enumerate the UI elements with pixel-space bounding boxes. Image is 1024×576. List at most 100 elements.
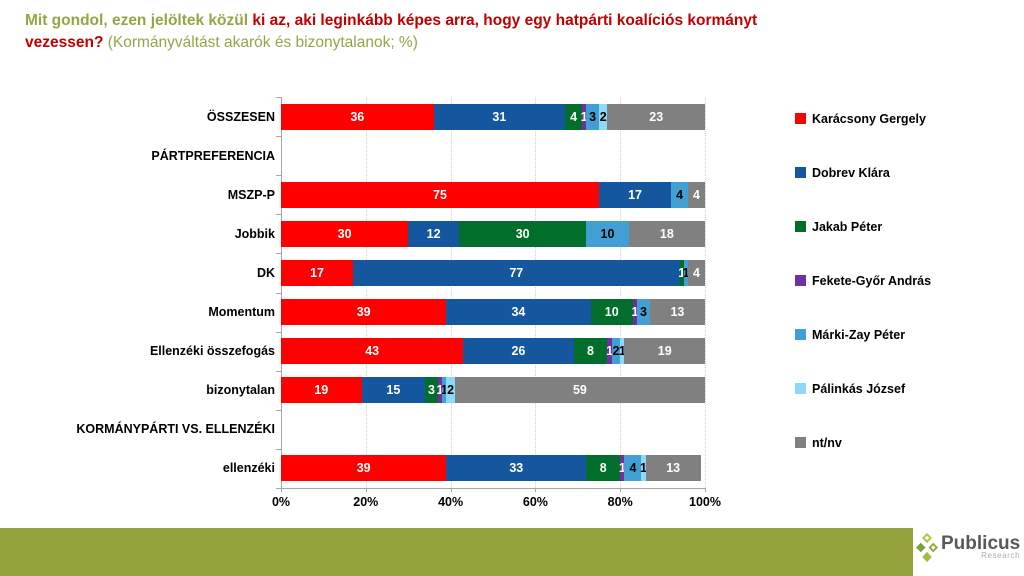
bar-segment: 8 [586,455,621,482]
bar-row: Ellenzéki összefogás 43 26 8 1 2 1 19 [8,332,705,371]
x-axis-tick [450,488,452,492]
value-label: 3 [589,109,597,124]
bar-segment: 19 [281,377,362,404]
legend: Karácsony Gergely Dobrev Klára Jakab Péter… [795,111,931,489]
bar-segment: 1 [682,259,689,286]
brand-name: Publicus [941,533,1021,554]
bar-row: bizonytalan 19 15 3 1 1 2 59 [8,371,705,410]
bar-segment: 10 [590,299,633,326]
x-tick-label: 60% [522,495,548,509]
legend-label: Karácsony Gergely [812,111,926,126]
plot-grid [276,97,706,492]
value-label: 1 [631,305,639,320]
legend-item: Karácsony Gergely [795,111,931,126]
legend-item: Pálinkás József [795,381,931,396]
bar-segment: 2 [611,338,621,365]
bar-segment: 26 [463,338,574,365]
brand-subtitle: Research [981,551,1021,560]
value-label: 8 [587,344,594,359]
legend-label: nt/nv [812,435,842,450]
category-axis-tick [276,331,282,333]
value-label: 19 [314,383,329,398]
bar-segment: 30 [459,220,587,247]
bar-track: 75 17 4 4 [281,181,705,208]
publicus-logo: Publicus Research [916,532,1020,563]
category-axis-tick [276,409,282,411]
value-label: 30 [515,226,530,241]
bar-track: 17 77 1 1 4 [281,259,705,286]
x-tick-label: 40% [438,495,464,509]
title-line2-red: vezessen? [25,34,104,51]
bar-segment: 3 [637,299,650,326]
value-label: 10 [604,305,619,320]
value-label: 13 [666,461,681,476]
legend-item: Dobrev Klára [795,165,931,180]
category-label: bizonytalan [206,383,275,398]
value-label: 23 [649,109,664,124]
bar-rows: ÖSSZESEN 36 31 4 1 3 2 23 PÁRTPREFERENCIA MSZP-P 7… [8,97,705,488]
value-label: 17 [628,187,642,202]
category-axis-tick [276,136,282,138]
bar-segment: 4 [565,103,583,130]
bar-segment: 4 [688,181,705,208]
value-label: 3 [428,383,435,398]
legend-label: Fekete-Győr András [812,273,932,288]
x-axis-tick [620,488,622,492]
bar-segment: 18 [628,220,705,247]
legend-swatch [795,383,806,394]
x-axis-tick [535,488,537,492]
bar-row: MSZP-P 75 17 4 4 [8,175,705,214]
x-tick-label: 20% [353,495,379,509]
bar-segment: 33 [446,455,587,482]
value-label: 4 [693,187,700,202]
bar-segment: 13 [645,455,701,482]
value-label: 1 [580,109,588,124]
bar-segment: 17 [281,259,354,286]
bar-segment: 1 [678,259,686,286]
gridline [705,97,706,488]
bar-segment: 36 [281,103,434,130]
bar-track: 39 33 8 1 4 1 13 [281,455,705,482]
legend-item: Fekete-Győr András [795,273,931,288]
category-axis-tick [276,253,282,255]
category-axis-tick [276,370,282,372]
title-line-1: Mit gondol, ezen jelöltek közül ki az, a… [25,10,990,32]
legend-swatch [795,113,806,124]
value-label: 75 [433,187,447,202]
bar-segment: 34 [446,299,591,326]
value-label: 1 [678,265,686,280]
bar-row: Momentum 39 34 10 1 3 13 [8,292,705,331]
bar-segment: 1 [580,103,588,130]
value-label: 59 [572,383,587,398]
bar-row: Jobbik 30 12 30 10 18 [8,214,705,253]
bar-track: 30 12 30 10 18 [281,220,705,247]
value-label: 10 [600,226,615,241]
bar-segment: 4 [624,455,642,482]
stacked-bar-chart: ÖSSZESEN 36 31 4 1 3 2 23 PÁRTPREFERENCIA MSZP-P 7… [8,97,721,517]
gridline [450,97,452,488]
bar-segment: 1 [606,338,614,365]
bar-segment: 8 [573,338,608,365]
legend-item: Márki-Zay Péter [795,327,931,342]
legend-label: Jakab Péter [812,219,883,234]
value-label: 12 [426,226,441,241]
value-label: 1 [606,344,614,359]
bar-segment: 15 [361,377,426,404]
value-label: 77 [509,265,524,280]
value-label: 4 [676,187,684,202]
category-axis-tick [276,214,282,216]
legend-item: nt/nv [795,435,931,450]
category-axis-tick [276,488,282,489]
bar-segment: 39 [281,299,447,326]
value-label: 43 [365,344,380,359]
bar-segment: 43 [281,338,464,365]
legend-swatch [795,167,806,178]
category-label: Momentum [208,305,275,320]
value-label: 1 [618,461,626,476]
value-label: 1 [440,383,448,398]
publicus-clover-icon [916,532,938,563]
bar-segment: 19 [624,338,705,365]
bar-segment: 1 [618,455,626,482]
bar-segment: 1 [619,338,626,365]
